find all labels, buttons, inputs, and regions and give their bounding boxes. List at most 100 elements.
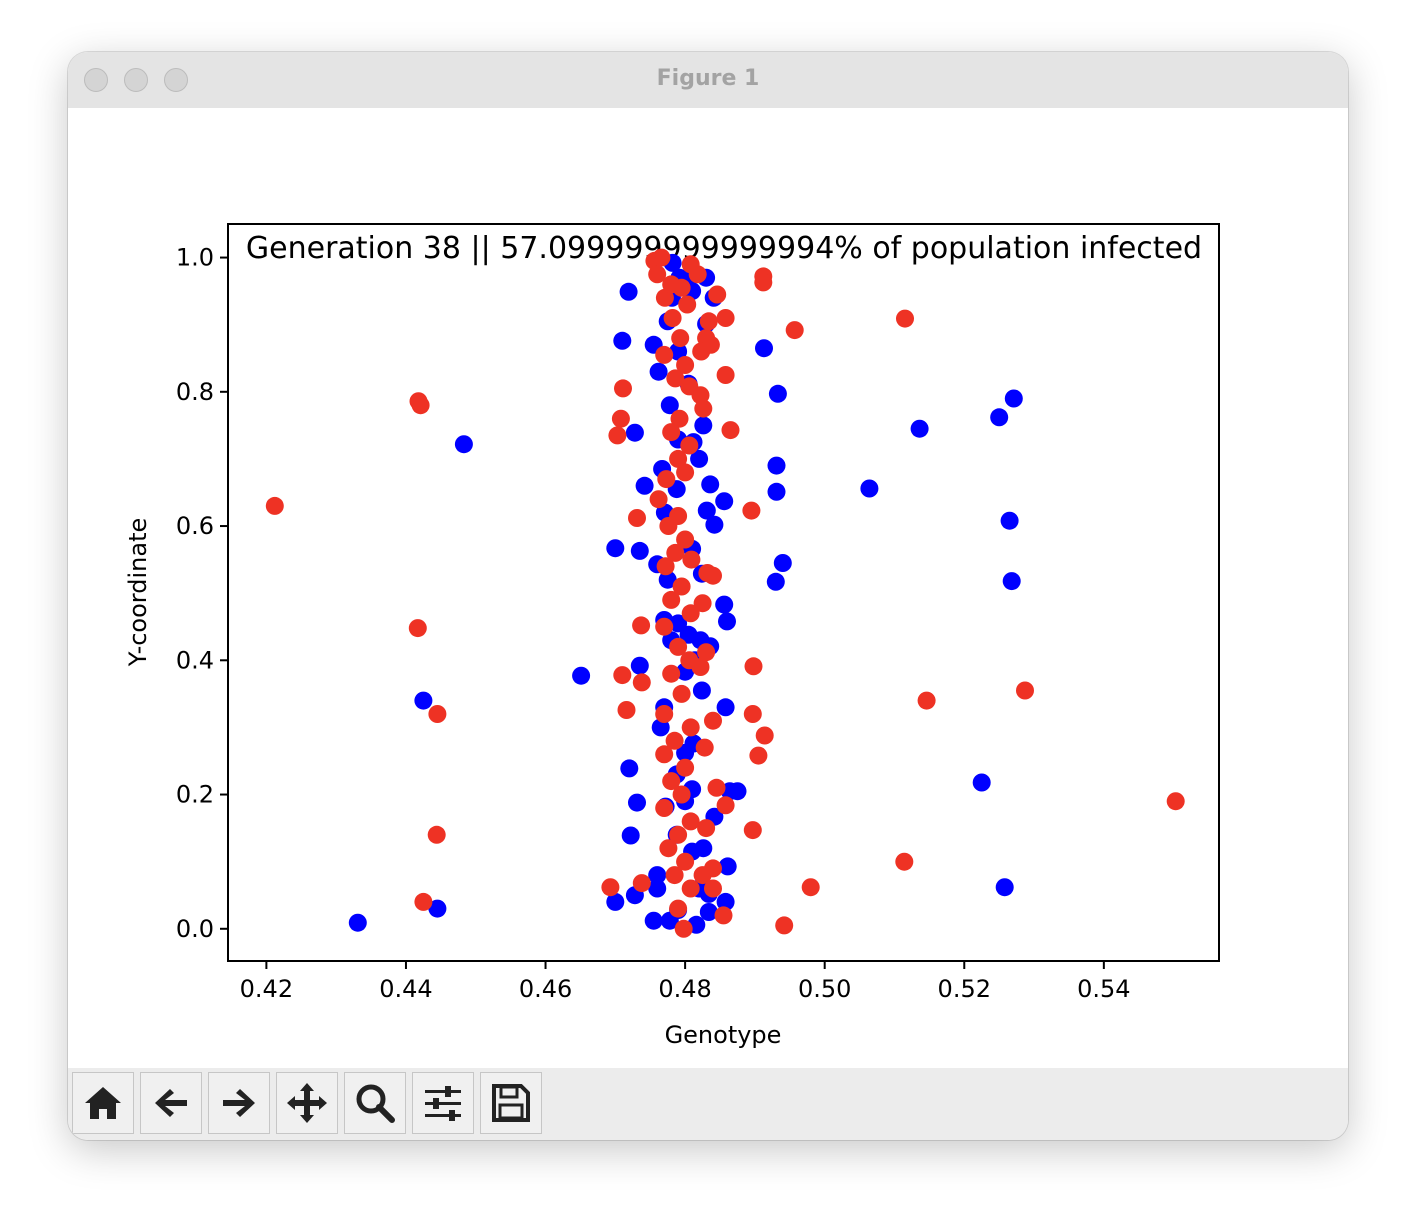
minimize-window-button[interactable] [124, 68, 148, 92]
y-tick-label: 0.4 [176, 646, 214, 674]
red-point [669, 637, 688, 656]
sliders-icon [425, 1086, 461, 1121]
blue-point [692, 681, 711, 700]
red-point [613, 666, 632, 685]
red-point [699, 312, 718, 331]
red-point [714, 906, 733, 925]
red-point [744, 657, 763, 676]
red-point [742, 501, 761, 520]
blue-point [660, 396, 679, 415]
red-point [665, 866, 684, 885]
red-point [659, 517, 678, 535]
red-point [666, 369, 685, 388]
x-axis-label: Genotype [665, 1021, 782, 1049]
blue-point [606, 892, 625, 911]
red-point [414, 892, 433, 911]
red-point [917, 691, 936, 710]
blue-point [715, 595, 734, 614]
blue-point [1002, 572, 1021, 591]
red-point [749, 746, 768, 765]
blue-point [428, 899, 447, 918]
red-point [704, 879, 722, 898]
blue-point [1004, 389, 1023, 408]
red-point [427, 825, 446, 844]
close-window-button[interactable] [84, 68, 108, 92]
forward-button[interactable] [208, 1072, 270, 1134]
blue-point [676, 743, 695, 762]
blue-point [606, 539, 625, 558]
blue-point [767, 456, 786, 475]
blue-point [658, 570, 677, 589]
blue-point [572, 666, 591, 685]
configure-subplots-button[interactable] [412, 1072, 474, 1134]
red-point [895, 852, 914, 871]
y-axis-label: Y-coordinate [124, 518, 152, 667]
red-point [655, 345, 674, 364]
red-point [659, 839, 678, 858]
blue-point [1000, 511, 1019, 530]
red-point [656, 557, 675, 576]
blue-point [767, 482, 786, 501]
blue-point [690, 449, 709, 468]
save-icon [492, 1084, 530, 1122]
points-layer [265, 248, 1185, 938]
red-point [707, 778, 726, 797]
red-point [662, 423, 681, 442]
red-point [692, 342, 711, 361]
red-point [662, 590, 681, 609]
blue-point [697, 501, 716, 520]
red-point [801, 878, 820, 897]
red-point [680, 436, 699, 455]
blue-point [414, 691, 433, 710]
blue-point [910, 419, 929, 438]
zoom-button[interactable] [344, 1072, 406, 1134]
red-point [691, 386, 710, 405]
back-button[interactable] [140, 1072, 202, 1134]
blue-point [648, 879, 667, 898]
red-point [681, 604, 700, 623]
red-point [708, 285, 727, 304]
red-point [691, 658, 710, 676]
y-tick-label: 0.0 [176, 915, 214, 943]
blue-point [619, 282, 638, 301]
red-point [652, 248, 671, 267]
red-point [669, 825, 688, 844]
red-point [1166, 792, 1185, 811]
home-icon [85, 1087, 121, 1119]
red-point [655, 799, 674, 817]
red-point [716, 366, 735, 384]
red-point [697, 819, 716, 838]
red-point [716, 796, 735, 815]
zoom-window-button[interactable] [164, 68, 188, 92]
y-tick-label: 0.6 [176, 512, 214, 540]
red-point [704, 711, 722, 730]
red-point [632, 874, 651, 893]
blue-point [630, 541, 649, 560]
blue-point [669, 342, 688, 361]
red-point [669, 449, 688, 468]
x-tick-label: 0.44 [379, 975, 432, 1003]
red-point [681, 812, 700, 831]
pan-button[interactable] [276, 1072, 338, 1134]
blue-point [718, 857, 737, 876]
red-point [682, 550, 701, 569]
red-point [649, 490, 668, 509]
blue-point [348, 913, 367, 932]
blue-point [630, 656, 649, 675]
save-button[interactable] [480, 1072, 542, 1134]
chart-title: Generation 38 || 57.099999999999994% of … [246, 231, 1202, 266]
blue-point [716, 698, 735, 717]
red-point [655, 705, 674, 723]
blue-point [705, 515, 724, 534]
navigation-toolbar [68, 1068, 1348, 1140]
x-tick-label: 0.52 [938, 975, 991, 1003]
red-point [697, 643, 716, 662]
red-point [671, 329, 690, 348]
blue-point [718, 612, 736, 631]
blue-point [701, 475, 720, 494]
red-point [265, 496, 284, 515]
blue-point [755, 339, 773, 358]
home-button[interactable] [72, 1072, 134, 1134]
red-point [676, 530, 695, 549]
blue-point [625, 423, 644, 442]
